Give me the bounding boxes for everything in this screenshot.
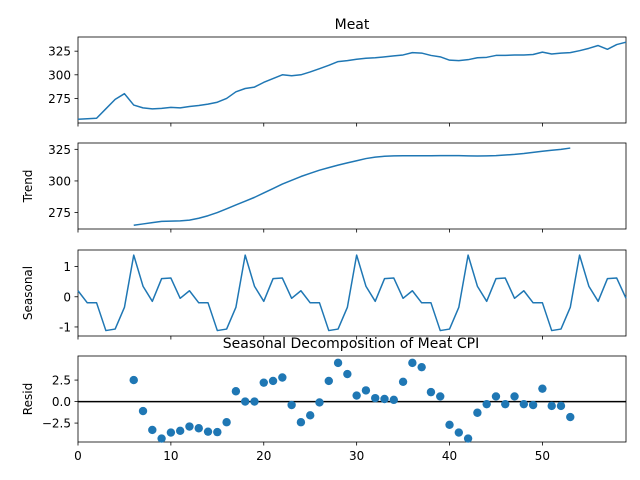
panel-trend: 275 300 325 Trend: [21, 142, 627, 233]
trend-ylabel: Trend: [21, 170, 35, 204]
resid-point: [157, 434, 166, 443]
observed-axes-frame: [77, 36, 627, 124]
seasonal-ylabel: Seasonal: [21, 266, 35, 320]
resid-point: [166, 428, 176, 437]
resid-xtick-label: 10: [163, 449, 178, 463]
resid-point: [436, 392, 445, 401]
resid-point: [473, 408, 482, 417]
panel-resid: −2.5 0.0 2.5 Resid 0 10 20 30 40 50: [21, 355, 627, 463]
resid-point: [519, 399, 529, 409]
resid-point: [408, 358, 417, 368]
resid-point: [389, 395, 398, 405]
resid-point: [240, 397, 250, 406]
resid-point: [380, 394, 389, 404]
resid-point: [185, 422, 194, 431]
figure-title: Meat: [335, 17, 370, 33]
resid-ylabel: Resid: [21, 383, 35, 415]
resid-point: [510, 392, 519, 401]
resid-point: [352, 391, 361, 400]
seasonal-ytick-label: -1: [59, 320, 71, 334]
resid-point: [213, 427, 222, 437]
resid-point: [259, 378, 268, 387]
resid-point: [250, 397, 259, 406]
seasonal-ytick-label: 0: [63, 290, 71, 304]
resid-point: [268, 376, 278, 386]
observed-ytick-label: 300: [48, 68, 71, 82]
resid-point: [333, 358, 343, 368]
seasonal-axes-frame: [77, 249, 627, 337]
resid-xtick-label: 50: [535, 449, 550, 463]
resid-point: [129, 375, 138, 385]
resid-ytick-label: 2.5: [52, 374, 71, 388]
resid-point: [306, 411, 315, 420]
resid-point: [194, 424, 203, 433]
resid-xtick-label: 30: [349, 449, 364, 463]
panel-observed: 275 300 325: [48, 36, 627, 127]
resid-point: [287, 400, 296, 410]
resid-point: [426, 387, 436, 397]
resid-point: [324, 376, 333, 386]
resid-point: [491, 392, 501, 401]
resid-point: [538, 384, 547, 393]
resid-point: [175, 426, 185, 436]
observed-ytick-label: 325: [48, 45, 71, 59]
panel-seasonal: -1 0 1 Seasonal: [21, 249, 627, 340]
resid-point: [361, 386, 371, 395]
resid-point: [482, 399, 491, 409]
resid-point: [547, 401, 556, 411]
resid-point: [203, 427, 213, 436]
resid-xtick-label: 0: [74, 449, 82, 463]
resid-point: [343, 369, 352, 379]
resid-point: [296, 418, 306, 427]
resid-point: [528, 400, 538, 410]
trend-ytick-label: 300: [48, 174, 71, 188]
resid-ytick-label: 0.0: [52, 395, 71, 409]
resid-xtick-label: 20: [256, 449, 271, 463]
trend-ytick-label: 275: [48, 206, 71, 220]
seasonal-series-line: [77, 254, 627, 332]
resid-point: [417, 362, 426, 372]
trend-axes-frame: [77, 142, 627, 230]
resid-point: [278, 373, 287, 382]
trend-series-line: [133, 147, 571, 226]
observed-ytick-label: 275: [48, 92, 71, 106]
resid-point: [231, 387, 241, 396]
resid-point: [566, 412, 575, 422]
resid-point: [398, 377, 408, 386]
resid-ytick-label: −2.5: [42, 417, 71, 431]
resid-point: [315, 398, 324, 407]
resid-point: [445, 420, 454, 429]
resid-point: [138, 406, 148, 416]
resid-point: [454, 428, 464, 437]
overlay-title: Seasonal Decomposition of Meat CPI: [223, 336, 479, 352]
resid-point: [463, 434, 473, 443]
resid-axes-frame: [77, 355, 627, 443]
resid-xtick-label: 40: [442, 449, 457, 463]
resid-point: [371, 393, 380, 403]
resid-point: [501, 399, 510, 409]
resid-point: [222, 418, 231, 427]
trend-ytick-label: 325: [48, 143, 71, 157]
resid-point: [556, 401, 566, 411]
resid-point: [148, 425, 157, 435]
seasonal-ytick-label: 1: [63, 260, 71, 274]
observed-series-line: [77, 41, 627, 120]
